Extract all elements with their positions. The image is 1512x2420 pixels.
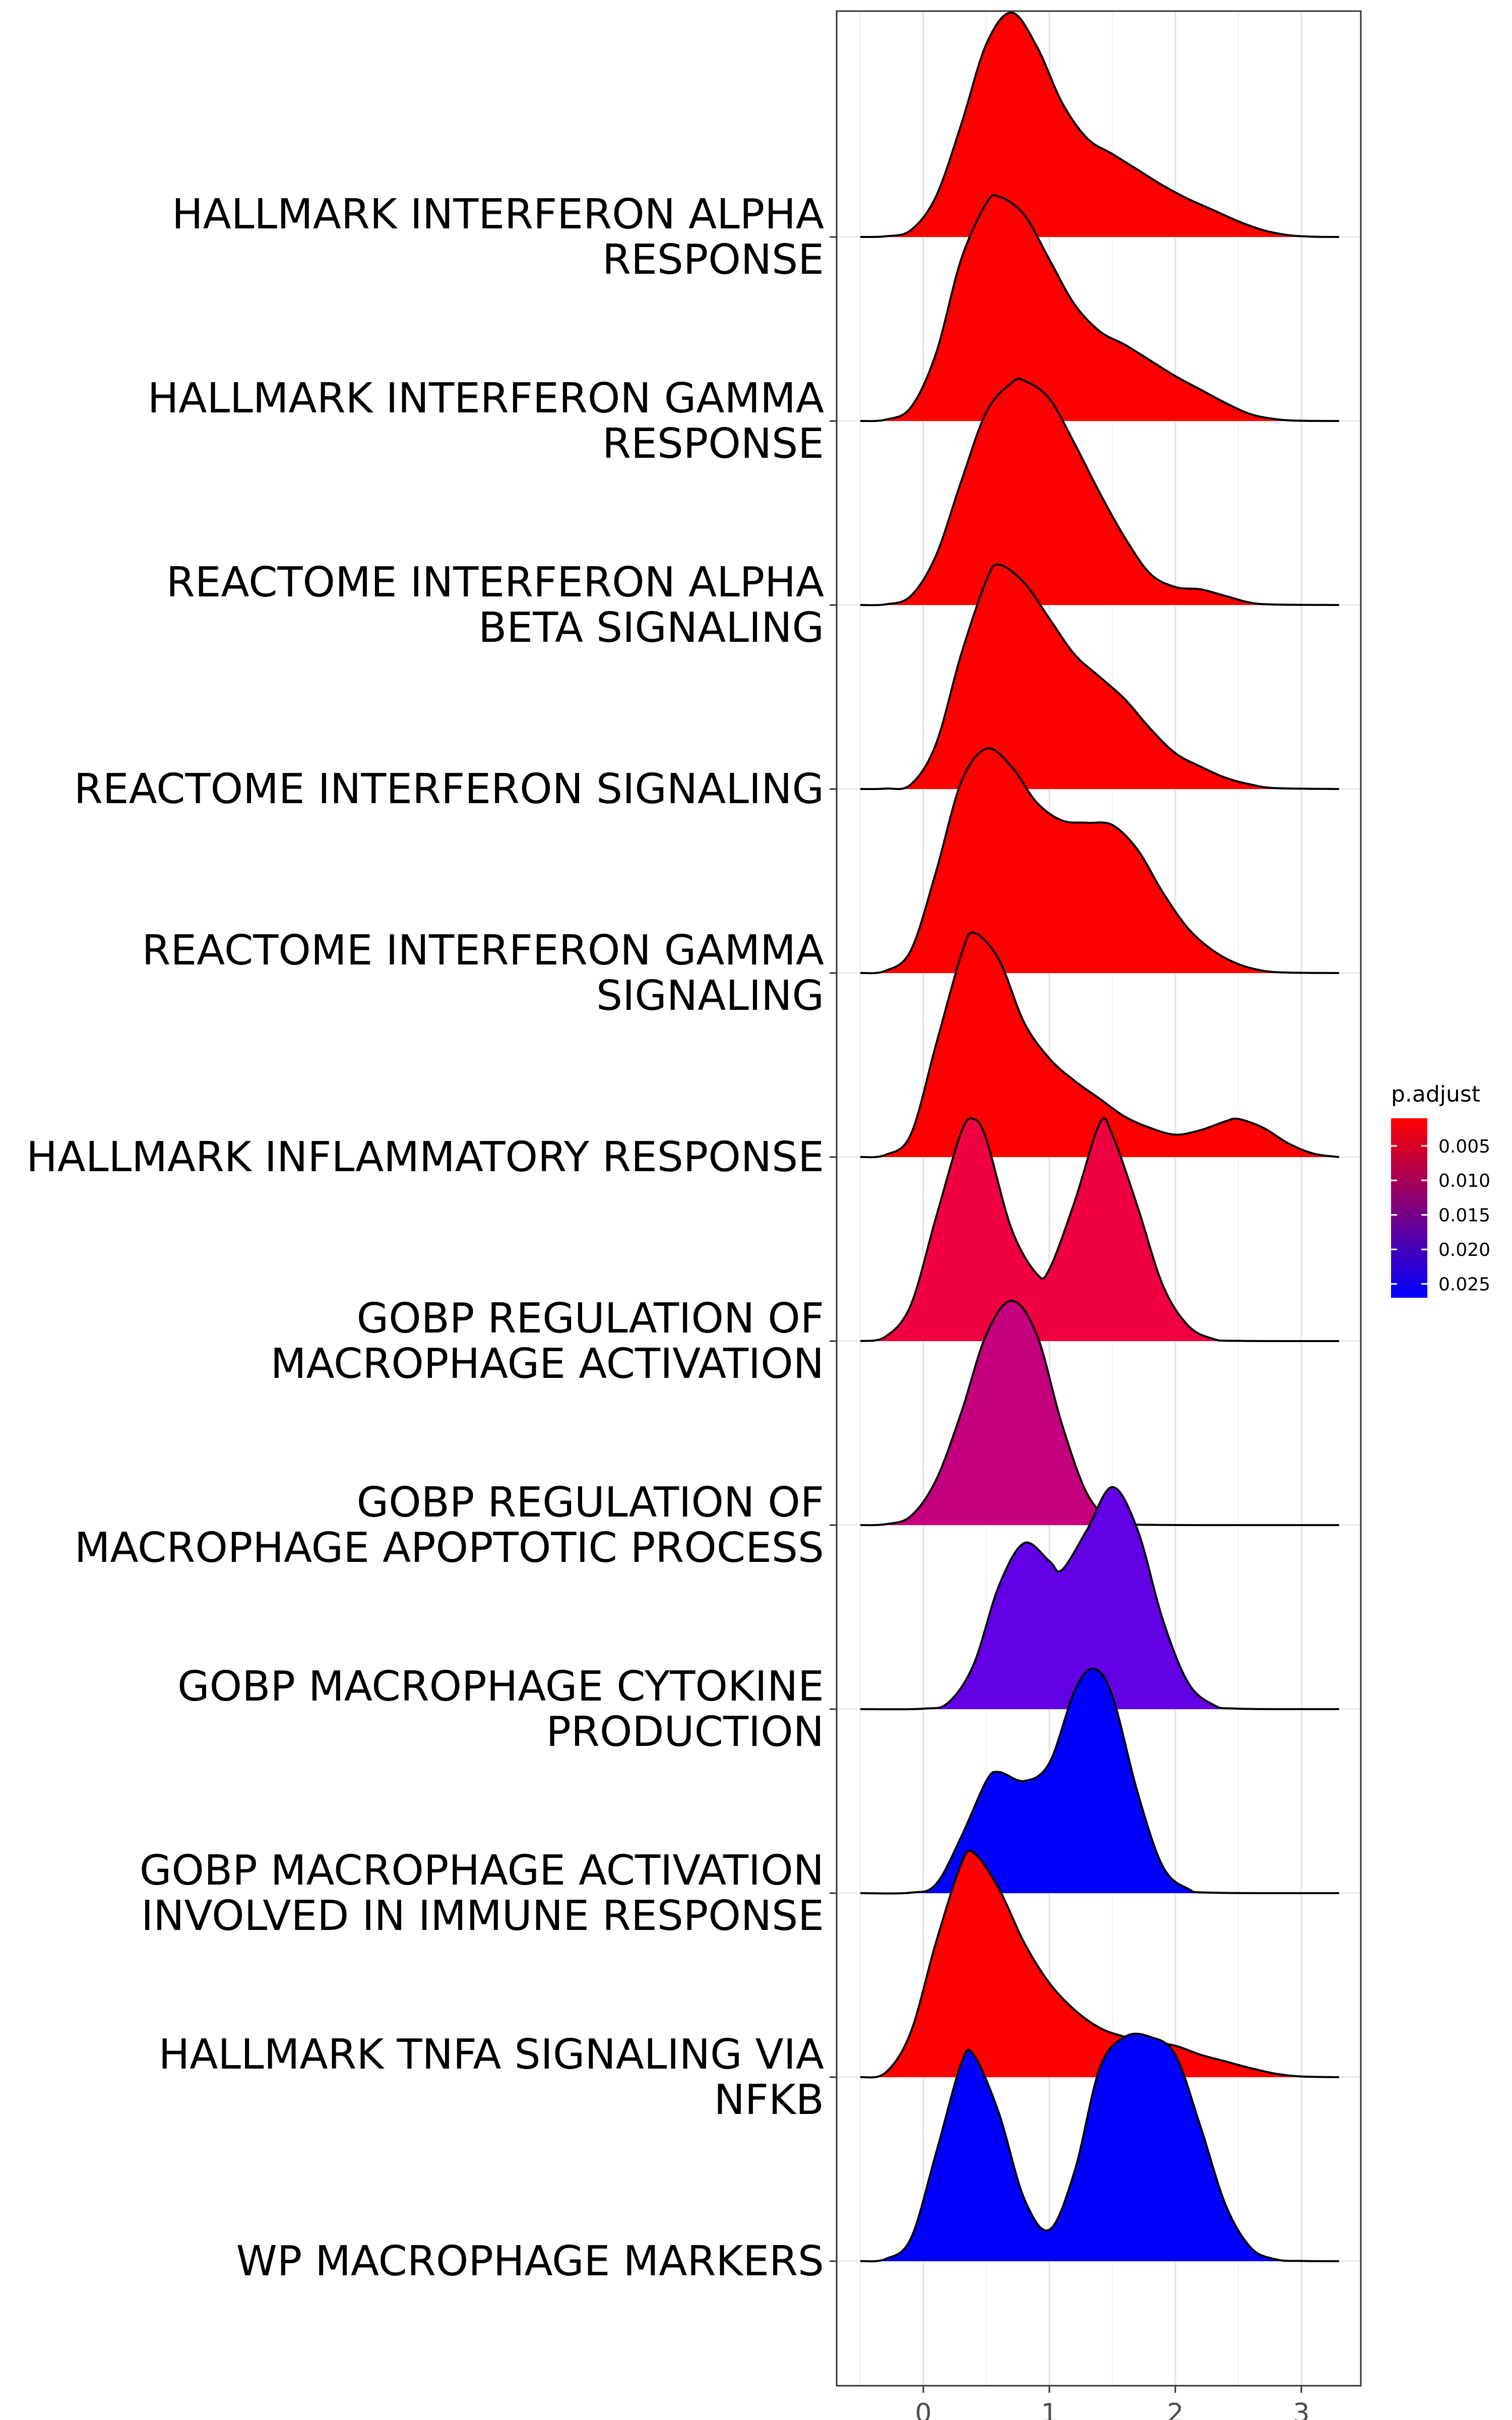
- color-legend: p.adjust 0.005 0.010 0.015 0.020 0.025: [1391, 1081, 1490, 1298]
- y-tick-label: INVOLVED IN IMMUNE RESPONSE: [141, 1892, 824, 1940]
- ridge-outline: [860, 1849, 1340, 2079]
- ridge-outline: [860, 563, 1340, 791]
- y-tick-label: NFKB: [714, 2076, 824, 2124]
- y-tick-label: PRODUCTION: [546, 1708, 824, 1756]
- y-tick-label: REACTOME INTERFERON GAMMA: [142, 927, 824, 975]
- y-axis: HALLMARK INTERFERON ALPHARESPONSEHALLMAR…: [26, 191, 837, 2285]
- x-tick-label: 3: [1293, 2398, 1309, 2420]
- ridge-fill: [860, 12, 1339, 237]
- ridge-outline: [860, 1117, 1340, 1343]
- y-tick-label: HALLMARK TNFA SIGNALING VIA: [159, 2031, 824, 2079]
- ridge-outline: [860, 2032, 1340, 2263]
- y-tick-label: MACROPHAGE ACTIVATION: [271, 1340, 824, 1388]
- ridge-outline: [860, 11, 1340, 238]
- legend-tick-label: 0.025: [1438, 1275, 1490, 1295]
- y-tick-label: RESPONSE: [602, 420, 824, 468]
- ridge-fill: [860, 932, 1339, 1158]
- y-tick-label: WP MACROPHAGE MARKERS: [236, 2237, 824, 2285]
- y-tick-label: MACROPHAGE APOPTOTIC PROCESS: [75, 1524, 824, 1572]
- legend-ticks: 0.005 0.010 0.015 0.020 0.025: [1391, 1136, 1490, 1295]
- legend-tick-label: 0.005: [1438, 1136, 1490, 1157]
- ridge-fill: [860, 1487, 1339, 1710]
- y-tick-label: HALLMARK INTERFERON GAMMA: [148, 375, 824, 422]
- y-tick-label: GOBP REGULATION OF: [357, 1479, 824, 1527]
- y-tick-label: GOBP MACROPHAGE CYTOKINE: [177, 1663, 824, 1711]
- ridge-fill: [860, 379, 1339, 606]
- x-axis: 0 1 2 3: [915, 2386, 1310, 2420]
- y-tick-label: HALLMARK INTERFERON ALPHA: [172, 191, 824, 238]
- y-tick-label: SIGNALING: [596, 972, 824, 1020]
- ridge-fill: [860, 2033, 1339, 2262]
- ridge-fill: [860, 195, 1339, 421]
- x-tick-label: 2: [1167, 2398, 1183, 2420]
- y-tick-label: REACTOME INTERFERON SIGNALING: [74, 765, 824, 813]
- y-tick-label: RESPONSE: [602, 236, 824, 284]
- legend-tick-label: 0.020: [1438, 1240, 1490, 1260]
- plot-border: [836, 10, 1362, 2387]
- y-tick-label: REACTOME INTERFERON ALPHA: [166, 559, 824, 607]
- ridge-outline: [860, 1486, 1340, 1711]
- ridges: [860, 11, 1340, 2263]
- y-tick-label: GOBP REGULATION OF: [357, 1295, 824, 1343]
- ridge-outline: [860, 378, 1340, 607]
- y-tick-label: BETA SIGNALING: [478, 604, 824, 652]
- ridge-fill: [860, 564, 1339, 790]
- ridge-fill: [860, 748, 1339, 974]
- x-tick-label: 0: [915, 2398, 931, 2420]
- ridge-fill: [860, 1301, 1339, 1526]
- legend-title: p.adjust: [1391, 1081, 1480, 1107]
- x-tick-label: 1: [1041, 2398, 1057, 2420]
- ridge-outline: [860, 931, 1340, 1159]
- y-tick-label: HALLMARK INFLAMMATORY RESPONSE: [26, 1133, 824, 1181]
- ridge-fill: [860, 1850, 1339, 2078]
- legend-colorbar: [1391, 1118, 1427, 1298]
- y-tick-label: GOBP MACROPHAGE ACTIVATION: [140, 1847, 824, 1895]
- legend-tick-label: 0.010: [1438, 1171, 1490, 1191]
- ridge-fill: [860, 1668, 1339, 1894]
- ridge-outline: [860, 1667, 1340, 1895]
- ridge-outline: [860, 194, 1340, 422]
- ridge-outline: [860, 747, 1340, 975]
- legend-tick-label: 0.015: [1438, 1205, 1490, 1226]
- ridge-fill: [860, 1118, 1339, 1342]
